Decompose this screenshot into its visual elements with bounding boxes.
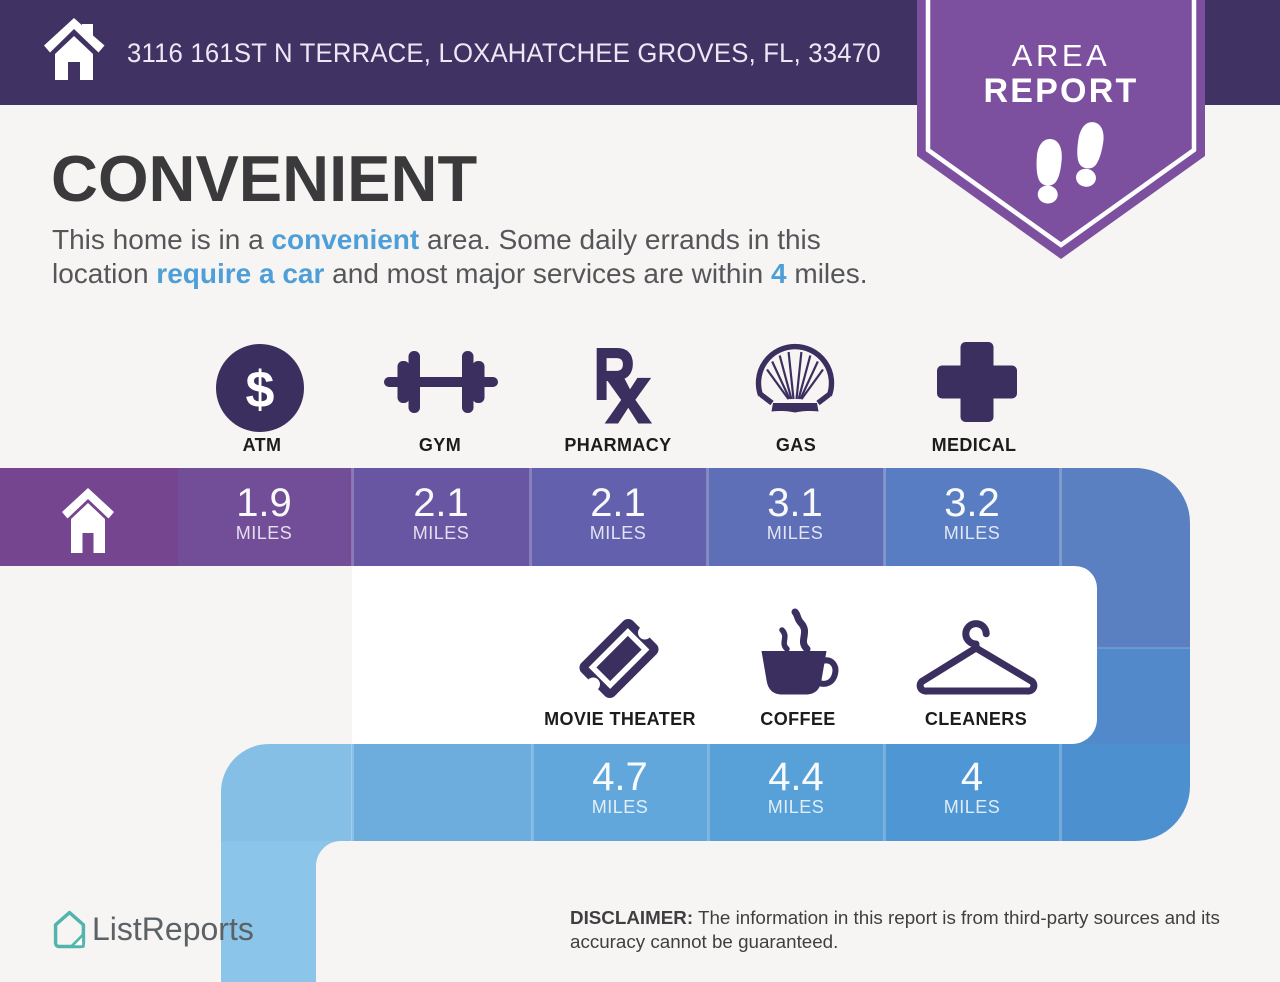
svg-text:$: $ — [246, 361, 275, 419]
svg-text:REPORT: REPORT — [984, 72, 1139, 110]
svg-text:AREA: AREA — [1012, 38, 1110, 73]
svg-text:R: R — [594, 335, 636, 414]
svg-text:x: x — [605, 347, 652, 441]
